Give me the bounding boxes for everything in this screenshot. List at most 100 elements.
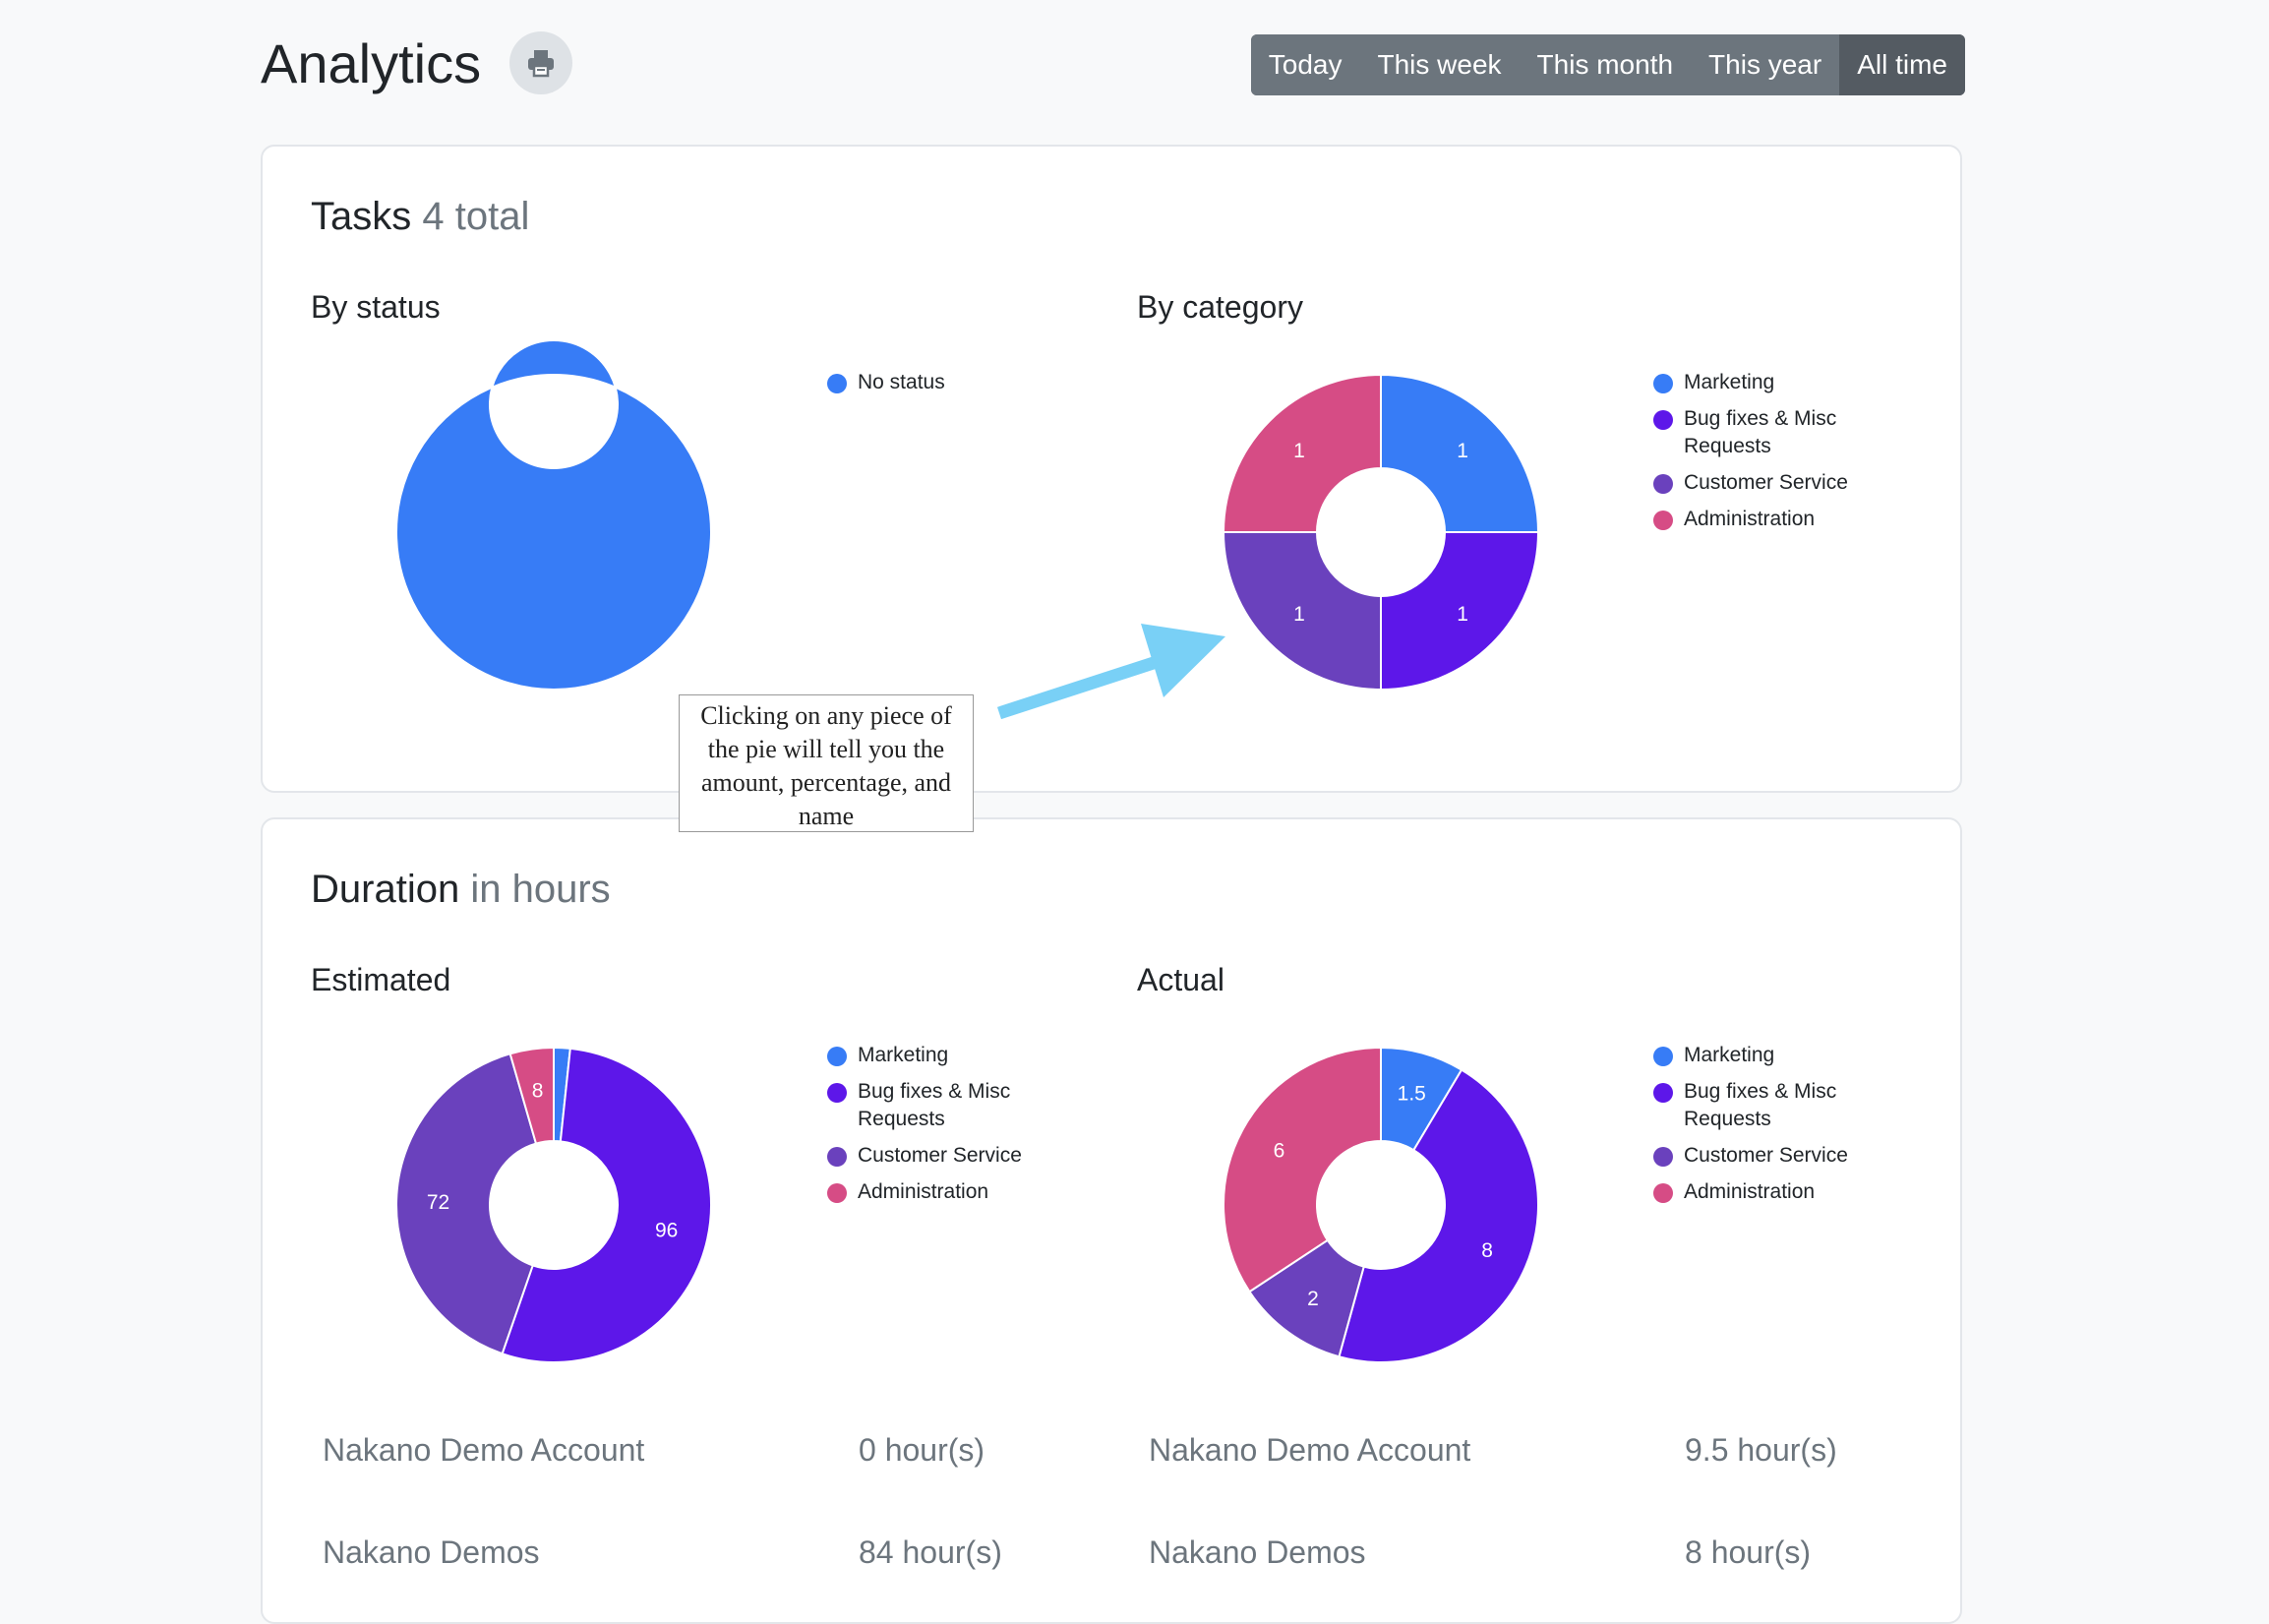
actual-row-name: Nakano Demos bbox=[1149, 1534, 1366, 1570]
slice-administration[interactable] bbox=[1223, 1046, 1382, 1293]
legend-label: Bug fixes & Misc Requests bbox=[1684, 407, 1837, 457]
estimated-legend: Marketing Bug fixes & Misc Requests Custom… bbox=[827, 1042, 1053, 1215]
slice-customer-service[interactable] bbox=[1222, 531, 1382, 692]
header: Analytics Today This week This month Thi… bbox=[261, 28, 1965, 106]
legend-item-administration[interactable]: Administration bbox=[1653, 1178, 1880, 1206]
slice-bug-fixes-and-misc-requests[interactable] bbox=[1380, 531, 1540, 692]
estimated-row-value: 84 hour(s) bbox=[859, 1534, 1002, 1570]
slice-bug-fixes-and-misc-requests[interactable] bbox=[1338, 1068, 1539, 1363]
by-category-donut-chart[interactable]: 1 1 1 1 bbox=[1219, 370, 1543, 694]
legend-swatch bbox=[827, 1147, 847, 1167]
period-this-month-button[interactable]: This month bbox=[1519, 34, 1692, 95]
legend-item-no-status[interactable]: No status bbox=[827, 369, 1053, 396]
by-category-legend: Marketing Bug fixes & Misc Requests Custom… bbox=[1653, 369, 1880, 542]
by-status-title: By status bbox=[311, 289, 441, 325]
help-callout: Clicking on any piece of the pie will te… bbox=[679, 694, 974, 832]
duration-subtitle: in hours bbox=[470, 868, 611, 911]
actual-title: Actual bbox=[1137, 962, 1224, 997]
estimated-title: Estimated bbox=[311, 962, 451, 997]
legend-swatch bbox=[1653, 410, 1673, 430]
legend-item-bug-fixes-and-misc-requests[interactable]: Bug fixes & Misc Requests bbox=[1653, 1078, 1880, 1133]
slice-label-marketing: 1 bbox=[1457, 440, 1468, 462]
period-selector: Today This week This month This year All… bbox=[1250, 34, 1965, 95]
estimated-donut-chart[interactable]: 96 72 8 bbox=[391, 1043, 716, 1367]
actual-row-value: 8 hour(s) bbox=[1685, 1534, 1812, 1570]
period-this-year-button[interactable]: This year bbox=[1691, 34, 1840, 95]
page-title: Analytics bbox=[261, 32, 482, 94]
legend-swatch bbox=[827, 1183, 847, 1203]
legend-item-marketing[interactable]: Marketing bbox=[1653, 369, 1880, 396]
legend-label: Marketing bbox=[1684, 1044, 1775, 1066]
by-category-title: By category bbox=[1137, 289, 1303, 325]
slice-label-bug-fixes-and-misc-requests: 1 bbox=[1457, 603, 1468, 626]
printer-icon bbox=[528, 50, 554, 78]
slice-label-marketing: 1.5 bbox=[1398, 1083, 1426, 1106]
estimated-row-value: 0 hour(s) bbox=[859, 1432, 985, 1468]
legend-item-administration[interactable]: Administration bbox=[1653, 506, 1880, 533]
slice-administration[interactable] bbox=[508, 1046, 555, 1145]
slice-label-customer-service: 1 bbox=[1293, 603, 1305, 626]
legend-label: Customer Service bbox=[1684, 471, 1848, 494]
tasks-total: 4 total bbox=[422, 195, 530, 238]
legend-item-marketing[interactable]: Marketing bbox=[827, 1042, 1053, 1069]
tasks-card-title: Tasks 4 total bbox=[311, 195, 529, 239]
slice-label-customer-service: 72 bbox=[427, 1191, 449, 1214]
legend-label: Customer Service bbox=[1684, 1144, 1848, 1167]
legend-item-customer-service[interactable]: Customer Service bbox=[1653, 469, 1880, 497]
donut-svg: 1 1 1 1 bbox=[1222, 373, 1540, 692]
actual-row-value: 9.5 hour(s) bbox=[1685, 1432, 1837, 1468]
slice-label-administration: 1 bbox=[1293, 440, 1305, 462]
tasks-title: Tasks bbox=[311, 195, 412, 238]
legend-label: No status bbox=[858, 371, 945, 393]
legend-swatch bbox=[1653, 374, 1673, 393]
tasks-card: Tasks 4 total By status By category No s… bbox=[261, 145, 1962, 793]
period-this-week-button[interactable]: This week bbox=[1359, 34, 1520, 95]
slice-marketing[interactable] bbox=[1380, 373, 1540, 533]
estimated-row-name: Nakano Demos bbox=[323, 1534, 540, 1570]
slice-label-bug-fixes-and-misc-requests: 96 bbox=[655, 1220, 678, 1242]
actual-row-name: Nakano Demo Account bbox=[1149, 1432, 1471, 1468]
print-button[interactable] bbox=[509, 31, 572, 94]
legend-label: Bug fixes & Misc Requests bbox=[1684, 1080, 1837, 1130]
by-status-donut-chart[interactable] bbox=[391, 339, 716, 694]
legend-label: Marketing bbox=[1684, 371, 1775, 393]
legend-swatch bbox=[827, 1047, 847, 1066]
legend-label: Bug fixes & Misc Requests bbox=[858, 1080, 1011, 1130]
legend-item-bug-fixes-and-misc-requests[interactable]: Bug fixes & Misc Requests bbox=[827, 1078, 1053, 1133]
slice-label-administration: 8 bbox=[532, 1080, 544, 1103]
legend-item-customer-service[interactable]: Customer Service bbox=[827, 1142, 1053, 1170]
slice-bug-fixes-and-misc-requests[interactable] bbox=[501, 1047, 712, 1363]
slice-no-status[interactable] bbox=[394, 339, 712, 691]
donut-svg: 1.5 8 2 6 bbox=[1223, 1046, 1539, 1363]
period-all-time-button[interactable]: All time bbox=[1839, 34, 1965, 95]
legend-item-marketing[interactable]: Marketing bbox=[1653, 1042, 1880, 1069]
period-today-button[interactable]: Today bbox=[1250, 34, 1360, 95]
estimated-row-name: Nakano Demo Account bbox=[323, 1432, 645, 1468]
legend-label: Customer Service bbox=[858, 1144, 1022, 1167]
slice-label-bug-fixes-and-misc-requests: 8 bbox=[1481, 1239, 1493, 1262]
duration-card: Duration in hours Estimated Actual 96 72 8… bbox=[261, 817, 1962, 1624]
slice-label-customer-service: 2 bbox=[1307, 1288, 1319, 1310]
legend-swatch bbox=[1653, 1147, 1673, 1167]
legend-label: Marketing bbox=[858, 1044, 949, 1066]
legend-swatch bbox=[827, 374, 847, 393]
legend-label: Administration bbox=[1684, 1180, 1816, 1203]
duration-title: Duration bbox=[311, 868, 460, 911]
legend-label: Administration bbox=[1684, 508, 1816, 530]
legend-swatch bbox=[1653, 474, 1673, 494]
slice-customer-service[interactable] bbox=[395, 1053, 538, 1355]
actual-donut-chart[interactable]: 1.5 8 2 6 bbox=[1219, 1043, 1543, 1367]
legend-swatch bbox=[1653, 1183, 1673, 1203]
legend-swatch bbox=[1653, 1083, 1673, 1103]
actual-legend: Marketing Bug fixes & Misc Requests Custom… bbox=[1653, 1042, 1880, 1215]
legend-label: Administration bbox=[858, 1180, 989, 1203]
legend-item-bug-fixes-and-misc-requests[interactable]: Bug fixes & Misc Requests bbox=[1653, 405, 1880, 460]
slice-administration[interactable] bbox=[1222, 373, 1382, 533]
legend-item-administration[interactable]: Administration bbox=[827, 1178, 1053, 1206]
legend-swatch bbox=[827, 1083, 847, 1103]
legend-swatch bbox=[1653, 511, 1673, 530]
legend-swatch bbox=[1653, 1047, 1673, 1066]
legend-item-customer-service[interactable]: Customer Service bbox=[1653, 1142, 1880, 1170]
duration-card-title: Duration in hours bbox=[311, 868, 611, 912]
donut-svg: 96 72 8 bbox=[395, 1046, 712, 1363]
